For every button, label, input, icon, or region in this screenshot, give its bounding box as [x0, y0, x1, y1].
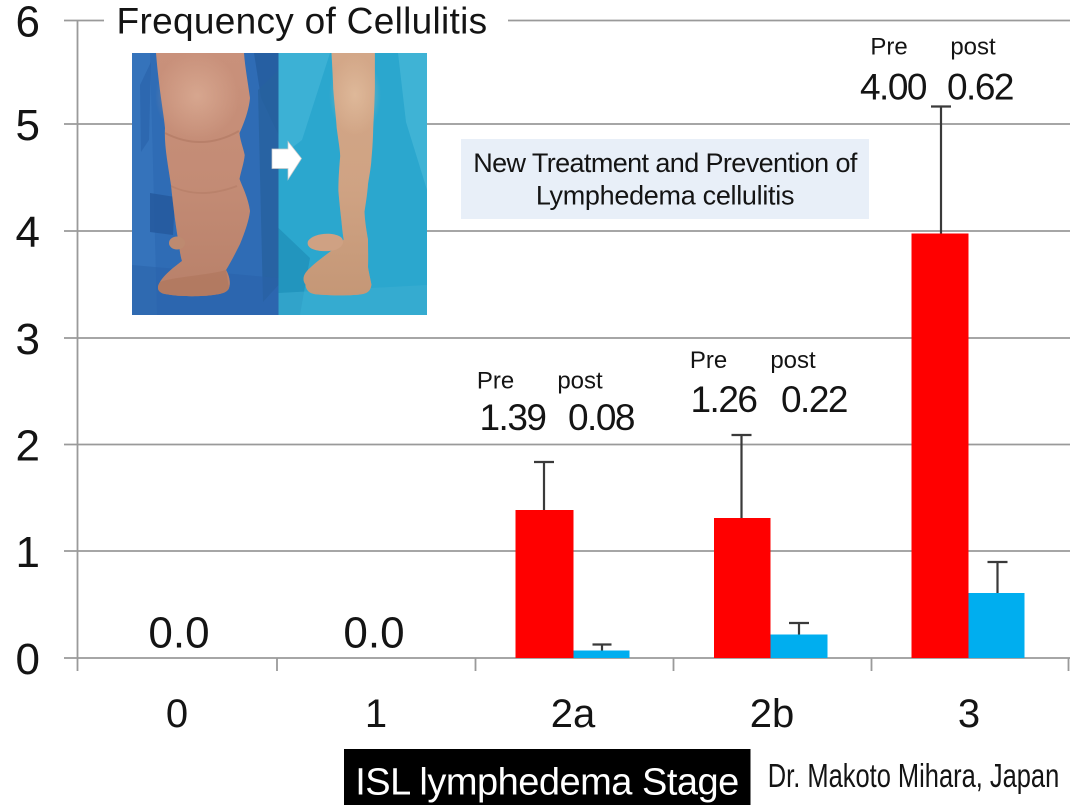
svg-text:1.39: 1.39 [479, 397, 545, 438]
svg-text:post: post [557, 368, 603, 395]
svg-text:ISL lymphedema Stage: ISL lymphedema Stage [355, 762, 739, 804]
svg-text:3: 3 [958, 692, 980, 736]
svg-text:5: 5 [16, 101, 40, 150]
svg-text:1: 1 [16, 528, 40, 577]
svg-text:Dr. Makoto Mihara, Japan: Dr. Makoto Mihara, Japan [768, 758, 1059, 795]
svg-text:2b: 2b [750, 692, 795, 736]
svg-text:0.62: 0.62 [947, 67, 1013, 108]
svg-text:1: 1 [365, 692, 387, 736]
svg-text:post: post [950, 34, 996, 61]
svg-text:0.0: 0.0 [343, 609, 404, 658]
svg-text:0: 0 [166, 692, 188, 736]
svg-text:post: post [770, 347, 816, 374]
svg-text:Frequency of Cellulitis: Frequency of Cellulitis [117, 1, 488, 42]
svg-text:Lymphedema cellulitis: Lymphedema cellulitis [536, 181, 794, 211]
svg-text:0.22: 0.22 [781, 379, 847, 420]
svg-text:0.08: 0.08 [568, 397, 634, 438]
svg-text:1.26: 1.26 [690, 379, 756, 420]
svg-text:Pre: Pre [870, 34, 907, 61]
svg-text:3: 3 [16, 315, 40, 364]
svg-text:Pre: Pre [690, 347, 727, 374]
svg-text:4.00: 4.00 [860, 67, 927, 108]
svg-text:0.0: 0.0 [148, 609, 209, 658]
svg-text:2: 2 [16, 422, 40, 471]
svg-text:New Treatment and Prevention o: New Treatment and Prevention of [473, 148, 858, 178]
svg-text:2a: 2a [551, 692, 596, 736]
svg-text:6: 6 [16, 0, 40, 47]
svg-text:4: 4 [16, 208, 40, 257]
svg-text:Pre: Pre [477, 368, 514, 395]
svg-text:0: 0 [16, 635, 40, 684]
